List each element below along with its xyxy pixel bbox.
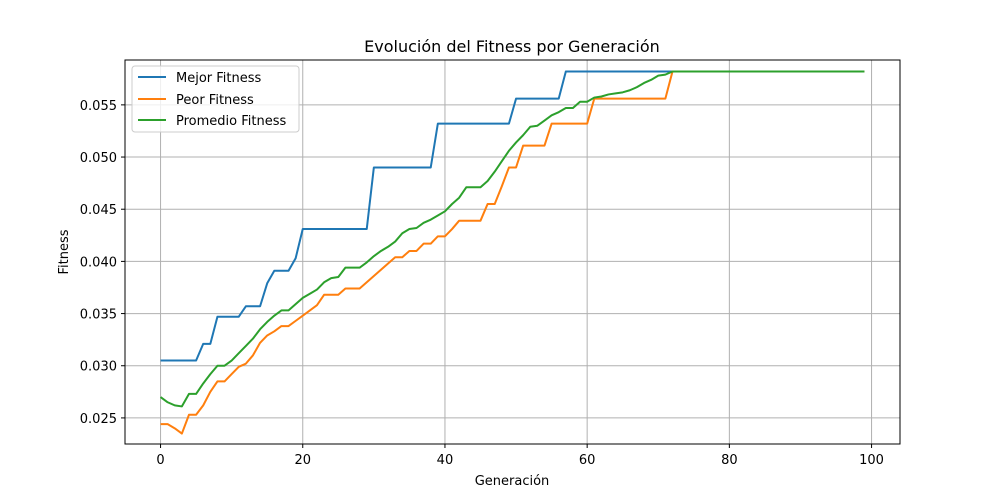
x-tick-label: 60 [579, 453, 596, 468]
grid-lines [125, 60, 900, 444]
series-line-mejor-fitness [160, 70, 865, 362]
x-tick-label: 20 [294, 453, 311, 468]
series-lines [159, 70, 865, 435]
legend: Mejor Fitness Peor Fitness Promedio Fitn… [131, 65, 300, 133]
x-tick-label: 0 [156, 453, 164, 468]
y-axis-title: Fitness [57, 229, 72, 274]
y-tick-label: 0.045 [80, 203, 117, 218]
plot-frame [124, 59, 901, 445]
x-axis-ticks: 0 20 40 60 80 100 [156, 444, 884, 468]
y-tick-label: 0.035 [80, 308, 117, 323]
series-line-peor-fitness [160, 70, 865, 435]
series-line-promedio-fitness [159, 70, 865, 408]
y-tick-label: 0.050 [80, 151, 117, 166]
legend-label-mejor: Mejor Fitness [176, 71, 262, 86]
x-tick-label: 80 [721, 453, 738, 468]
y-tick-label: 0.025 [80, 412, 117, 427]
legend-label-peor: Peor Fitness [176, 93, 254, 108]
x-tick-label: 40 [437, 453, 454, 468]
x-axis-title: Generación [475, 474, 550, 489]
y-tick-label: 0.030 [80, 360, 117, 375]
legend-box [131, 65, 300, 133]
y-tick-label: 0.055 [80, 99, 117, 114]
chart-title: Evolución del Fitness por Generación [364, 37, 660, 56]
legend-label-promedio: Promedio Fitness [176, 114, 286, 129]
y-axis-ticks: 0.025 0.030 0.035 0.040 0.045 0.050 0.055 [80, 99, 125, 427]
x-tick-label: 100 [859, 453, 884, 468]
y-tick-label: 0.040 [80, 255, 117, 270]
